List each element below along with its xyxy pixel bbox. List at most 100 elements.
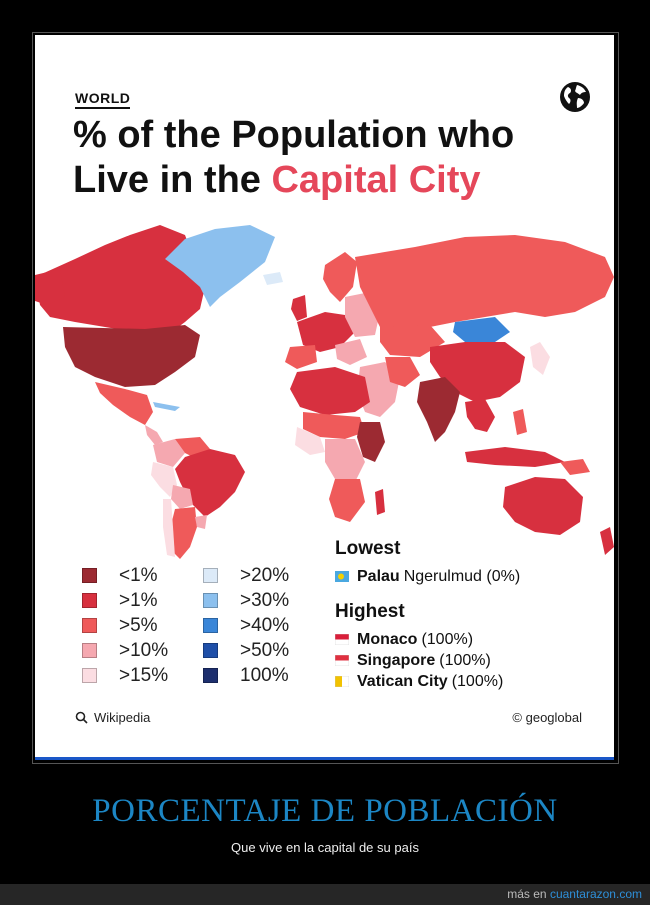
legend-label: 100% <box>240 664 289 686</box>
singapore-flag-icon <box>335 655 349 666</box>
legend-item: >10% <box>82 638 168 663</box>
extremes-panel: Lowest Palau Ngerulmud (0%) Highest Mona… <box>335 538 605 692</box>
sahel-region <box>303 412 365 439</box>
site-footer-bar <box>0 884 650 905</box>
north-africa-region <box>290 367 370 415</box>
central-america-region <box>145 425 163 445</box>
cuba-region <box>153 402 180 411</box>
highest-detail: (100%) <box>421 630 474 648</box>
infographic-card: WORLD % of the Population who Live in th… <box>35 35 614 757</box>
legend-item: 100% <box>203 663 289 688</box>
mongolia-region <box>453 317 510 342</box>
source-label: Wikipedia <box>75 710 150 725</box>
legend-swatch <box>82 568 97 583</box>
site-footer: más en cuantarazon.com <box>507 887 642 901</box>
highest-detail: (100%) <box>439 651 491 669</box>
southern-africa-region <box>329 479 365 522</box>
iran-region <box>385 357 420 387</box>
legend-swatch <box>82 668 97 683</box>
highest-item: Vatican City (100%) <box>335 671 605 692</box>
highest-heading: Highest <box>335 601 405 622</box>
legend-swatch <box>82 618 97 633</box>
legend-item: >5% <box>82 613 168 638</box>
highest-item: Singapore (100%) <box>335 650 605 671</box>
scandinavia-region <box>323 252 357 302</box>
site-footer-link[interactable]: cuantarazon.com <box>549 887 642 901</box>
legend-swatch <box>203 668 218 683</box>
lowest-country: Palau <box>357 567 400 585</box>
legend-label: >30% <box>240 589 290 611</box>
legend-item: <1% <box>82 563 168 588</box>
legend-right: >20% >30% >40% >50% 100% <box>203 563 289 688</box>
legend-label: >20% <box>240 564 290 586</box>
korea-japan-region <box>530 342 550 375</box>
peru-region <box>151 462 177 497</box>
legend-item: >20% <box>203 563 289 588</box>
search-icon <box>75 711 88 724</box>
title-line-2: Live in the <box>73 159 272 201</box>
highest-detail: (100%) <box>451 672 504 690</box>
legend-swatch <box>203 568 218 583</box>
russia-region <box>355 235 614 332</box>
india-region <box>417 377 460 442</box>
iberia-region <box>285 345 317 369</box>
caption-subtitle: Que vive en la capital de su país <box>231 840 419 855</box>
legend-label: >5% <box>119 614 158 636</box>
alaska-region <box>35 269 65 305</box>
argentina-region <box>170 507 197 559</box>
legend-item: >1% <box>82 588 168 613</box>
colombia-region <box>153 439 185 467</box>
vatican-flag-icon <box>335 676 349 687</box>
legend-item: >15% <box>82 663 168 688</box>
central-africa-region <box>325 439 365 482</box>
kazakhstan-region <box>380 325 445 357</box>
legend-swatch <box>82 593 97 608</box>
legend-item: >40% <box>203 613 289 638</box>
papua-region <box>560 459 590 475</box>
legend-label: >10% <box>119 639 169 661</box>
caption-title: PORCENTAJE DE POBLACIÓN <box>92 793 558 829</box>
southeast-asia-region <box>465 399 495 432</box>
globe-icon <box>560 82 590 112</box>
philippines-region <box>513 409 527 435</box>
title-accent: Capital City <box>271 159 481 201</box>
legend-label: >15% <box>119 664 169 686</box>
greenland-region <box>165 225 275 307</box>
legend-item: >50% <box>203 638 289 663</box>
palau-flag-icon <box>335 571 349 582</box>
legend-label: >1% <box>119 589 158 611</box>
east-africa-region <box>357 422 385 462</box>
highest-item: Monaco (100%) <box>335 629 605 650</box>
legend-swatch <box>203 618 218 633</box>
title-line-1: % of the Population who <box>73 114 515 156</box>
australia-region <box>503 477 583 535</box>
kicker-label: WORLD <box>75 90 131 109</box>
west-africa-region <box>295 427 325 455</box>
credit-label: © geoglobal <box>512 710 582 725</box>
balkans-region <box>335 339 367 365</box>
legend-label: >50% <box>240 639 290 661</box>
card-bottom-rule <box>35 757 614 760</box>
bolivia-region <box>171 485 193 509</box>
chile-region <box>163 499 175 557</box>
uruguay-region <box>195 515 207 529</box>
highest-country: Monaco <box>357 630 418 648</box>
brazil-region <box>175 449 245 517</box>
lowest-detail: Ngerulmud (0%) <box>403 567 521 585</box>
western-europe-region <box>297 312 355 352</box>
legend-swatch <box>203 643 218 658</box>
indonesia-region <box>465 447 565 467</box>
legend-item: >30% <box>203 588 289 613</box>
madagascar-region <box>375 489 385 515</box>
lowest-item: Palau Ngerulmud (0%) <box>335 566 605 587</box>
highest-country: Vatican City <box>357 672 448 690</box>
new-zealand-region <box>600 527 614 555</box>
canada-region <box>35 225 205 337</box>
highest-country: Singapore <box>357 651 436 669</box>
uk-region <box>291 295 307 321</box>
page-title: % of the Population who Live in the Capi… <box>73 113 593 203</box>
legend-label: >40% <box>240 614 290 636</box>
legend-left: <1% >1% >5% >10% >15% <box>82 563 168 688</box>
legend-swatch <box>203 593 218 608</box>
iceland-region <box>263 272 283 285</box>
